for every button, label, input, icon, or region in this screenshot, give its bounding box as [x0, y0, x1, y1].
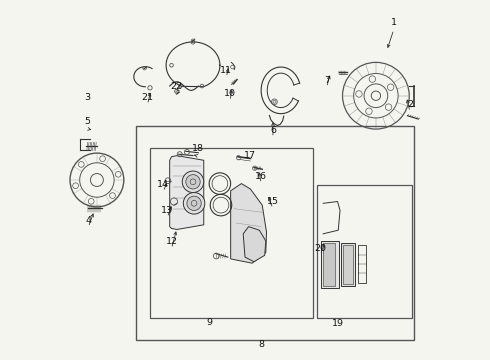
- Text: 9: 9: [206, 318, 212, 327]
- Text: 2: 2: [407, 100, 413, 109]
- Bar: [136, 126, 414, 339]
- Text: 15: 15: [267, 197, 279, 206]
- Text: 19: 19: [332, 319, 344, 328]
- Text: 21: 21: [142, 93, 153, 102]
- Text: 14: 14: [157, 180, 169, 189]
- Circle shape: [182, 171, 204, 193]
- Bar: [358, 244, 366, 283]
- Text: 1: 1: [391, 18, 397, 27]
- Circle shape: [183, 193, 205, 214]
- Text: 18: 18: [192, 144, 204, 153]
- Bar: [150, 148, 313, 318]
- Text: 8: 8: [258, 340, 264, 349]
- Polygon shape: [231, 184, 267, 263]
- Text: 13: 13: [161, 206, 173, 215]
- Bar: [321, 241, 339, 288]
- Polygon shape: [243, 226, 266, 262]
- Bar: [341, 243, 355, 286]
- Polygon shape: [170, 156, 204, 229]
- Text: 12: 12: [166, 237, 177, 246]
- Text: 11: 11: [220, 66, 232, 75]
- Text: 4: 4: [85, 216, 91, 225]
- Text: 3: 3: [84, 93, 90, 102]
- Text: 6: 6: [270, 126, 276, 135]
- Text: 17: 17: [245, 151, 256, 160]
- Bar: [317, 185, 412, 318]
- Text: 16: 16: [255, 172, 267, 181]
- Bar: [343, 245, 353, 284]
- Text: 20: 20: [314, 244, 326, 253]
- Text: 22: 22: [170, 82, 182, 91]
- Circle shape: [186, 175, 200, 189]
- Bar: [323, 243, 335, 286]
- Text: 10: 10: [224, 89, 236, 98]
- Circle shape: [187, 196, 201, 211]
- Text: 5: 5: [84, 117, 90, 126]
- Text: 7: 7: [324, 76, 330, 85]
